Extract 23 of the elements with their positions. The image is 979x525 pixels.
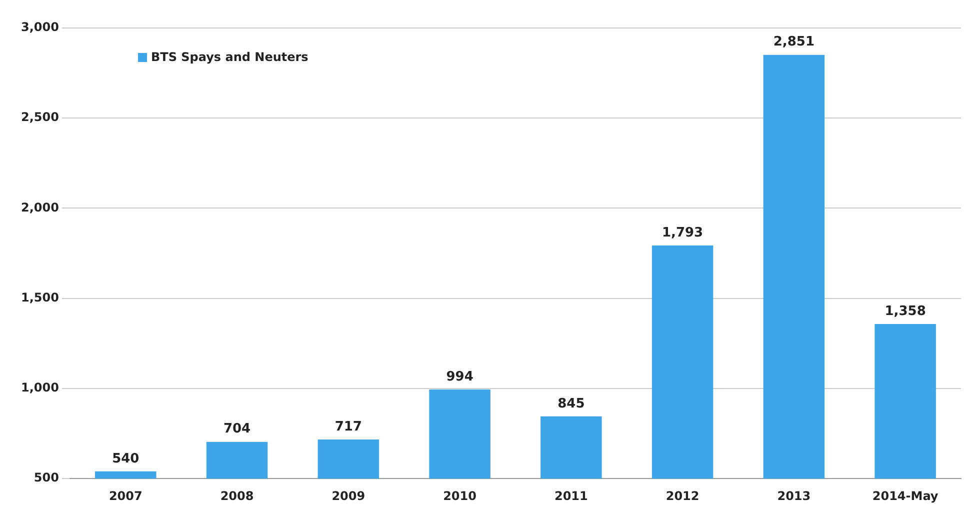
x-tick-label: 2012 (666, 488, 700, 503)
x-tick-label: 2010 (443, 488, 476, 503)
y-tick-label: 500 (34, 470, 59, 485)
x-tick-label: 2013 (777, 488, 811, 503)
data-label: 540 (112, 451, 140, 466)
data-label: 1,358 (884, 304, 926, 319)
data-label: 2,851 (773, 34, 814, 50)
x-tick-label: 2014-May (872, 488, 938, 503)
y-tick-label: 1,000 (20, 380, 59, 395)
data-label: 994 (446, 369, 474, 384)
x-tick-label: 2009 (332, 488, 366, 503)
y-tick-label: 2,500 (20, 110, 59, 124)
data-label: 717 (334, 419, 362, 434)
y-tick-label: 3,000 (20, 20, 59, 34)
y-tick-label: 1,500 (20, 290, 59, 304)
x-tick-label: 2011 (554, 488, 588, 503)
data-label: 1,793 (662, 225, 704, 240)
x-tick-label: 2008 (220, 488, 254, 503)
data-label: 845 (558, 396, 585, 412)
data-label: 704 (223, 422, 251, 437)
x-tick-label: 2007 (108, 488, 142, 503)
legend-label: BTS Spays and Neuters (151, 50, 308, 64)
y-tick-label: 2,000 (20, 200, 59, 214)
